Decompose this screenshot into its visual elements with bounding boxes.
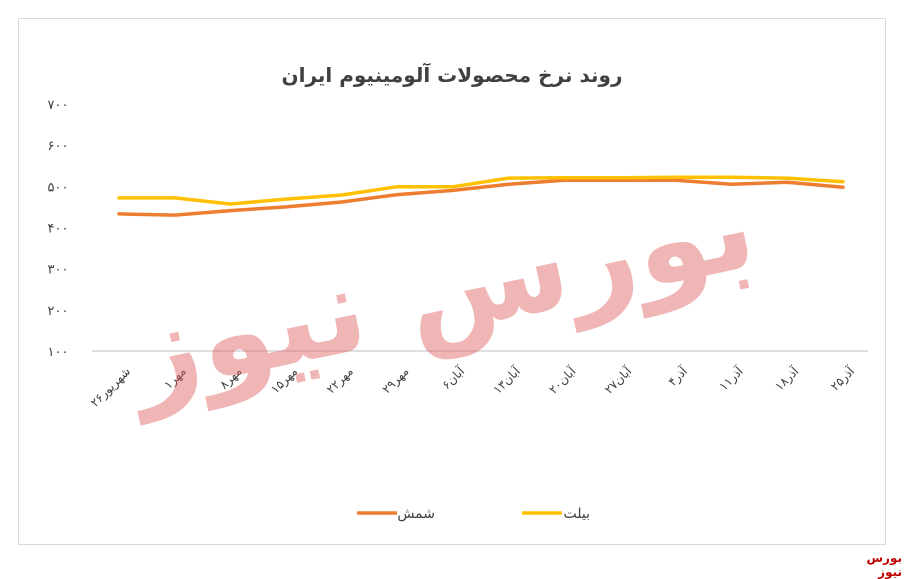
x-tick-label: ۱۱آذر (716, 363, 747, 394)
y-tick-label: ۲۰۰ (48, 304, 69, 319)
chart-title: روند نرخ محصولات آلومینیوم ایران (282, 62, 623, 87)
x-tick-label: ۲۶شهریور (88, 364, 134, 410)
x-tick-label: ۱۸آذر (771, 363, 802, 394)
y-tick-label: ۷۰۰ (48, 98, 69, 113)
source-label: بورس نیوز (866, 551, 903, 579)
x-tick-label: ۲۰آبان (545, 363, 579, 397)
x-tick-label: ۶آبان (439, 363, 468, 392)
chart-frame (18, 18, 886, 545)
y-tick-label: ۳۰۰ (48, 263, 69, 278)
series-lines (117, 175, 845, 217)
y-axis-ticks: ۱۰۰ ۲۰۰ ۳۰۰ ۴۰۰ ۵۰۰ ۶۰۰ ۷۰۰ (48, 98, 69, 360)
series-line (117, 178, 845, 217)
y-tick-label: ۱۰۰ (48, 345, 69, 360)
legend: شمش بیلت (357, 506, 590, 522)
watermark-text: بورس نیوز (112, 156, 767, 425)
x-tick-label: ۲۷آبان (601, 363, 635, 397)
x-tick-label: ۴آذر (665, 363, 692, 390)
x-tick-label: ۲۵آذر (827, 363, 858, 394)
y-tick-label: ۶۰۰ (48, 139, 69, 154)
legend-label: شمش (397, 506, 435, 522)
legend-label: بیلت (563, 506, 590, 522)
y-tick-label: ۵۰۰ (48, 180, 69, 195)
y-tick-label: ۴۰۰ (48, 222, 69, 237)
watermark-logo: بورس نیوز (112, 156, 767, 425)
series-line (117, 175, 845, 206)
x-tick-label: ۱۳آبان (490, 363, 524, 397)
